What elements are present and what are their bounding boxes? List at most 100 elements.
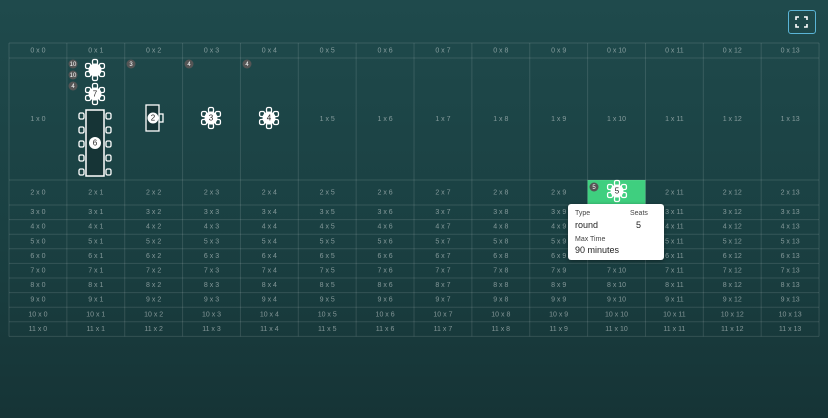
cell-label: 3 x 1 — [88, 209, 103, 216]
cell-label: 2 x 5 — [320, 189, 335, 196]
cell-label: 7 x 3 — [204, 268, 219, 275]
cell-label: 11 x 0 — [29, 326, 48, 333]
seats-value: 5 — [636, 220, 642, 230]
cell-label: 8 x 4 — [262, 282, 277, 289]
cell-label: 0 x 8 — [493, 47, 508, 54]
cell-label: 10 x 7 — [433, 311, 452, 318]
chair — [78, 168, 85, 176]
cell-label: 7 x 6 — [377, 268, 392, 275]
cell-label: 1 x 5 — [320, 116, 335, 123]
chair — [78, 154, 85, 162]
cell-label: 7 x 8 — [493, 268, 508, 275]
seat-badge — [589, 182, 599, 192]
cell-label: 8 x 11 — [665, 282, 684, 289]
cell-label: 6 x 1 — [88, 253, 103, 260]
cell-label: 6 x 5 — [320, 253, 335, 260]
table-label: 6 — [93, 139, 98, 148]
fullscreen-button[interactable] — [788, 10, 816, 34]
cell-label: 1 x 7 — [435, 116, 450, 123]
cell-label: 5 x 8 — [493, 238, 508, 245]
cell-label: 10 x 4 — [260, 311, 279, 318]
chair — [105, 112, 112, 120]
seat-badge — [184, 59, 194, 69]
cell-label: 9 x 2 — [146, 297, 161, 304]
cell-label: 6 x 8 — [493, 253, 508, 260]
cell-label: 10 x 12 — [721, 311, 744, 318]
seat-count: 3 — [129, 62, 133, 68]
cell-label: 0 x 1 — [88, 47, 103, 54]
cell-label: 5 x 6 — [377, 238, 392, 245]
cell-label: 8 x 5 — [320, 282, 335, 289]
cell-label: 8 x 13 — [781, 282, 800, 289]
table-label: 7 — [93, 90, 98, 99]
cell-label: 5 x 7 — [435, 238, 450, 245]
cell-label: 9 x 13 — [781, 297, 800, 304]
cell-label: 3 x 4 — [262, 209, 277, 216]
cell-label: 2 x 12 — [723, 189, 742, 196]
cell-label: 7 x 4 — [262, 268, 277, 275]
cell-label: 8 x 9 — [551, 282, 566, 289]
seat-badge — [68, 59, 78, 69]
cell-label: 4 x 9 — [551, 224, 566, 231]
cell-label: 8 x 8 — [493, 282, 508, 289]
cell-label: 4 x 1 — [88, 224, 103, 231]
cell-label: 5 x 12 — [723, 238, 742, 245]
cell-label: 8 x 3 — [204, 282, 219, 289]
chair — [105, 126, 112, 134]
cell-label: 7 x 9 — [551, 268, 566, 275]
cell-label: 1 x 8 — [493, 116, 508, 123]
cell-label: 2 x 7 — [435, 189, 450, 196]
cell-label: 0 x 11 — [665, 47, 684, 54]
cell-label: 6 x 7 — [435, 253, 450, 260]
cell-label: 9 x 7 — [435, 297, 450, 304]
cell-label: 3 x 0 — [30, 209, 45, 216]
cell-label: 10 x 8 — [491, 311, 510, 318]
cell-label: 0 x 0 — [30, 47, 45, 54]
cell-label: 7 x 12 — [723, 268, 742, 275]
fullscreen-icon — [795, 16, 808, 28]
cell-label: 3 x 5 — [320, 209, 335, 216]
cell-label: 3 x 6 — [377, 209, 392, 216]
cell-label: 6 x 12 — [723, 253, 742, 260]
cell-label: 10 x 11 — [663, 311, 686, 318]
cell-label: 0 x 6 — [377, 47, 392, 54]
cell-label: 7 x 11 — [665, 268, 684, 275]
cell-label: 1 x 0 — [30, 116, 45, 123]
cell-label: 11 x 11 — [663, 326, 685, 333]
cell-label: 9 x 10 — [607, 297, 626, 304]
cell-label: 6 x 3 — [204, 253, 219, 260]
cell-label: 6 x 2 — [146, 253, 161, 260]
cell-label: 9 x 12 — [723, 297, 742, 304]
seat-count: 4 — [245, 62, 249, 68]
cell-label: 1 x 12 — [723, 116, 742, 123]
cell-label: 10 x 3 — [202, 311, 221, 318]
cell-label: 5 x 9 — [551, 238, 566, 245]
cell-label: 6 x 13 — [781, 253, 800, 260]
chair — [105, 140, 112, 148]
cell-label: 4 x 7 — [435, 224, 450, 231]
cell-label: 10 x 0 — [28, 311, 47, 318]
cell-label: 10 x 9 — [549, 311, 568, 318]
cell-label: 2 x 3 — [204, 189, 219, 196]
seat-count: 10 — [70, 73, 77, 79]
cell-label: 4 x 4 — [262, 224, 277, 231]
cell-label: 2 x 6 — [377, 189, 392, 196]
cell-label: 7 x 2 — [146, 268, 161, 275]
table — [204, 111, 218, 125]
cell-label: 9 x 1 — [88, 297, 103, 304]
cell-label: 6 x 6 — [377, 253, 392, 260]
cell-label: 5 x 0 — [30, 238, 45, 245]
cell-label: 8 x 10 — [607, 282, 626, 289]
cell-label: 0 x 13 — [781, 47, 800, 54]
seat-badge — [68, 81, 78, 91]
cell-label: 3 x 13 — [781, 209, 800, 216]
cell-label: 1 x 10 — [607, 116, 626, 123]
table — [88, 87, 102, 101]
cell-label: 11 x 8 — [492, 326, 511, 333]
cell-label: 1 x 9 — [551, 116, 566, 123]
cell-label: 2 x 8 — [493, 189, 508, 196]
cell-label: 8 x 2 — [146, 282, 161, 289]
table-label: 3 — [209, 114, 214, 123]
cell-label: 9 x 4 — [262, 297, 277, 304]
cell-label: 4 x 2 — [146, 224, 161, 231]
